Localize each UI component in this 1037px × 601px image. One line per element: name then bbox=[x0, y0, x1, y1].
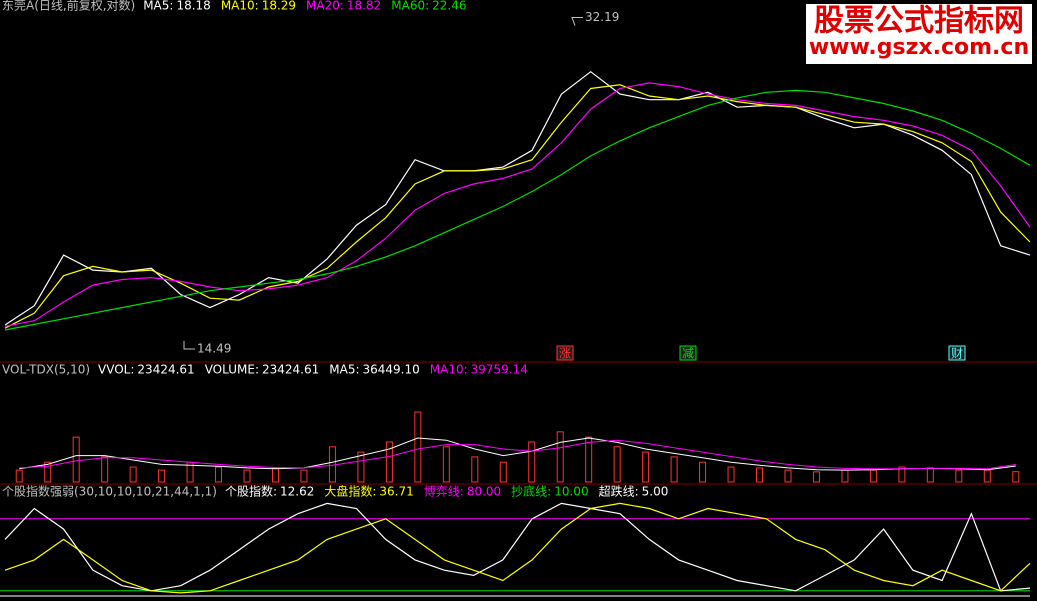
volume-bar bbox=[699, 461, 707, 483]
event-box bbox=[679, 345, 697, 361]
watermark: 股票公式指标网 bbox=[814, 4, 1024, 39]
series-line bbox=[4, 502, 1031, 592]
legend-value: 23424.61 bbox=[262, 363, 319, 377]
high-label: 32.19 bbox=[585, 10, 619, 24]
legend-label: VOL-TDX(5,10) bbox=[2, 363, 90, 377]
volume-bar bbox=[670, 456, 678, 483]
legend-label: 大盘指数: bbox=[324, 484, 376, 499]
series-line bbox=[4, 70, 1031, 326]
legend-value: 23424.61 bbox=[137, 363, 194, 377]
watermark-url: www.gszx.com.cn bbox=[809, 35, 1029, 60]
volume-bar bbox=[812, 471, 820, 483]
legend-label: MA10: bbox=[430, 363, 468, 377]
volume-bar bbox=[756, 467, 764, 483]
legend-label: MA20: bbox=[306, 0, 344, 13]
legend-value: 18.29 bbox=[262, 0, 296, 13]
volume-bar bbox=[784, 469, 792, 483]
volume-bar bbox=[471, 456, 479, 483]
volume-ma-line bbox=[19, 437, 1016, 471]
legend-value: 10.00 bbox=[554, 485, 588, 499]
legend-label: MA5: bbox=[329, 363, 359, 377]
legend-label: MA60: bbox=[391, 0, 429, 13]
series-line bbox=[4, 82, 1031, 327]
legend-value: 5.00 bbox=[642, 485, 669, 499]
legend-value: 12.62 bbox=[280, 485, 314, 499]
volume-bar bbox=[129, 466, 137, 483]
volume-bar bbox=[385, 441, 393, 483]
volume-bar bbox=[215, 466, 223, 483]
series-line bbox=[4, 89, 1031, 331]
volume-bar bbox=[44, 461, 52, 483]
volume-bar bbox=[642, 451, 650, 483]
legend-value: 80.00 bbox=[467, 485, 501, 499]
legend-value: 18.82 bbox=[347, 0, 381, 13]
legend-value: 36.71 bbox=[379, 485, 413, 499]
volume-bar bbox=[613, 446, 621, 483]
volume-bar bbox=[585, 436, 593, 483]
volume-bar bbox=[528, 441, 536, 483]
volume-bar bbox=[556, 431, 564, 483]
legend-label: 东莞A(日线,前复权,对数) bbox=[2, 0, 135, 13]
event-box bbox=[948, 345, 966, 361]
legend-label: 博弈线: bbox=[424, 484, 464, 499]
volume-bar bbox=[243, 469, 251, 483]
legend-label: MA5: bbox=[143, 0, 173, 13]
series-line bbox=[4, 502, 1031, 594]
volume-bar bbox=[499, 461, 507, 483]
legend-value: 22.46 bbox=[432, 0, 466, 13]
legend-value: 36449.10 bbox=[363, 363, 420, 377]
legend-label: 个股指数强弱(30,10,10,10,21,44,1,1) bbox=[2, 484, 217, 499]
watermark-box bbox=[806, 4, 1032, 64]
volume-bar bbox=[442, 446, 450, 483]
volume-bar bbox=[72, 436, 80, 483]
event-label: 减 bbox=[682, 347, 694, 361]
legend-value: 18.18 bbox=[176, 0, 210, 13]
legend-label: 个股指数: bbox=[225, 484, 277, 499]
legend-value: 39759.14 bbox=[471, 363, 528, 377]
volume-bar bbox=[414, 411, 422, 483]
legend-label: 超跌线: bbox=[599, 484, 639, 499]
volume-bar bbox=[357, 451, 365, 483]
legend-label: VVOL: bbox=[98, 363, 134, 377]
event-box bbox=[556, 345, 574, 361]
volume-bar bbox=[955, 469, 963, 483]
volume-bar bbox=[101, 456, 109, 483]
low-label: 14.49 bbox=[197, 341, 231, 355]
legend-label: MA10: bbox=[221, 0, 259, 13]
high-marker bbox=[571, 17, 583, 26]
legend-label: VOLUME: bbox=[205, 363, 259, 377]
low-marker bbox=[183, 340, 195, 350]
event-label: 财 bbox=[951, 347, 963, 361]
legend-label: 抄底线: bbox=[511, 484, 551, 499]
volume-bar bbox=[15, 469, 23, 483]
volume-ma-line bbox=[19, 439, 1016, 470]
volume-bar bbox=[727, 466, 735, 483]
volume-bar bbox=[898, 466, 906, 483]
event-label: 涨 bbox=[559, 346, 571, 361]
volume-bar bbox=[300, 469, 308, 483]
volume-bar bbox=[1012, 471, 1020, 483]
volume-bar bbox=[158, 469, 166, 483]
